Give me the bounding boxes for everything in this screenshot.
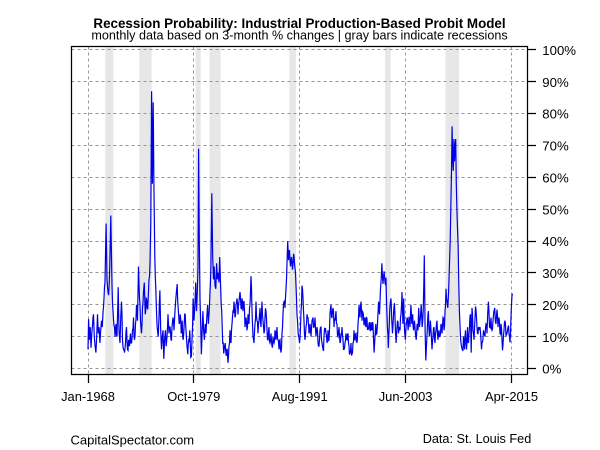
svg-text:CapitalSpectator.com: CapitalSpectator.com — [71, 432, 195, 447]
svg-text:Jun-2003: Jun-2003 — [379, 389, 433, 404]
svg-text:60%: 60% — [542, 171, 569, 186]
svg-text:0%: 0% — [542, 362, 561, 377]
svg-text:20%: 20% — [542, 298, 569, 313]
svg-text:Data: St. Louis Fed: Data: St. Louis Fed — [423, 432, 532, 446]
svg-text:90%: 90% — [542, 75, 569, 90]
svg-text:monthly data based on 3-month: monthly data based on 3-month % changes … — [91, 28, 507, 42]
svg-text:40%: 40% — [542, 234, 569, 249]
svg-text:50%: 50% — [542, 202, 569, 217]
svg-text:10%: 10% — [542, 330, 569, 345]
svg-text:Oct-1979: Oct-1979 — [167, 389, 220, 404]
svg-text:70%: 70% — [542, 139, 569, 154]
svg-text:100%: 100% — [542, 43, 576, 58]
svg-text:80%: 80% — [542, 107, 569, 122]
svg-text:Apr-2015: Apr-2015 — [485, 389, 538, 404]
svg-text:Aug-1991: Aug-1991 — [272, 389, 328, 404]
svg-text:30%: 30% — [542, 266, 569, 281]
svg-text:Recession Probability: Industr: Recession Probability: Industrial Produc… — [93, 16, 505, 31]
svg-text:Jan-1968: Jan-1968 — [61, 389, 115, 404]
